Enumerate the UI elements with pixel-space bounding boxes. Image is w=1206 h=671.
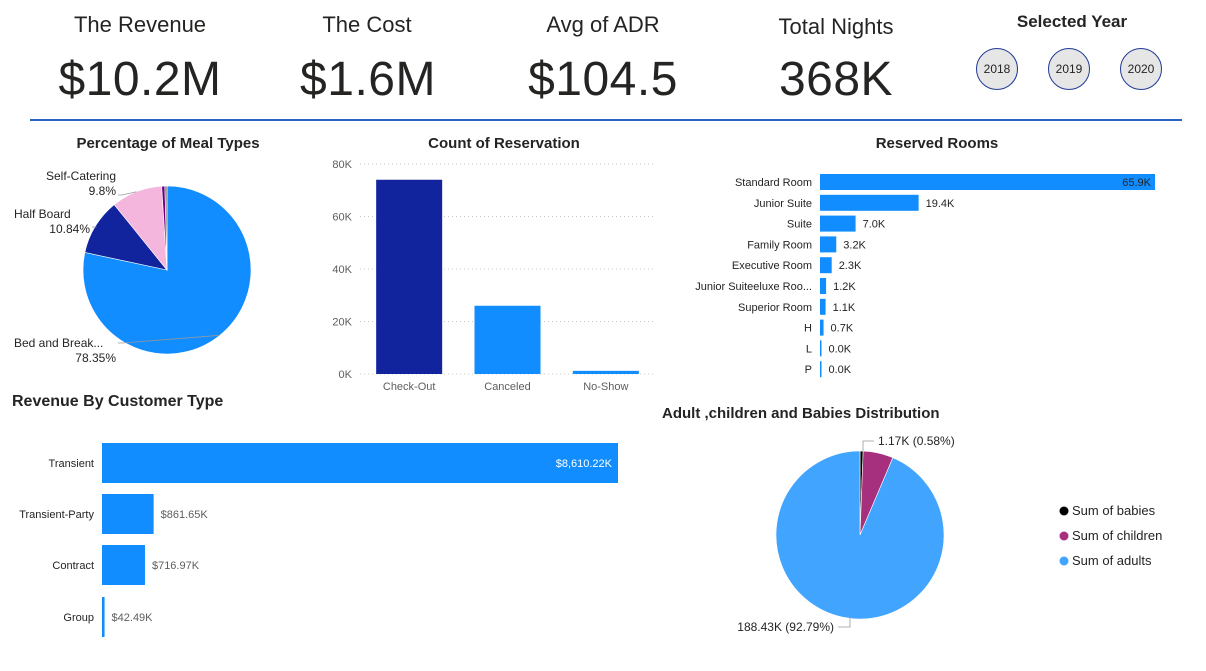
meal-slice-name-0: Bed and Break...	[14, 336, 103, 350]
rooms-category-label: P	[805, 364, 812, 376]
reservation-chart-title: Count of Reservation	[428, 135, 580, 152]
meal-slice-pct-2: 9.8%	[89, 184, 117, 198]
customer-category-label: Transient-Party	[19, 509, 94, 521]
rooms-value-label: 1.1K	[833, 302, 856, 314]
customer-value-label: $716.97K	[152, 560, 200, 572]
guests-label-children: 1.17K (0.58%)	[878, 434, 955, 448]
reservation-ytick: 80K	[332, 159, 352, 171]
guests-slice-sum-of-adults[interactable]	[775, 450, 945, 620]
kpi-adr-value: $104.5	[528, 53, 678, 106]
customer-value-label: $8,610.22K	[556, 458, 613, 470]
rooms-value-label: 3.2K	[843, 239, 866, 251]
guests-label-adults: 188.43K (92.79%)	[737, 620, 834, 634]
year-button-2019[interactable]: 2019	[1048, 48, 1090, 90]
kpi-adr-label: Avg of ADR	[546, 12, 660, 37]
rooms-value-label: 2.3K	[839, 260, 862, 272]
reservation-xlabel: No-Show	[583, 381, 628, 393]
legend-label[interactable]: Sum of babies	[1072, 503, 1156, 518]
rooms-bar[interactable]	[820, 361, 822, 378]
reservation-bar-chart: 0K 20K 40K 60K 80K Check-Out Canceled No-Show	[332, 159, 655, 393]
guests-legend: Sum of babies Sum of children Sum of adult…	[1059, 503, 1162, 568]
rooms-category-label: Superior Room	[738, 302, 812, 314]
reservation-bar-check-out[interactable]	[376, 179, 443, 374]
rooms-category-label: H	[804, 323, 812, 335]
customer-bar[interactable]	[102, 597, 105, 637]
rooms-bar[interactable]	[820, 298, 826, 315]
kpi-nights-value: 368K	[778, 53, 894, 106]
customer-category-label: Transient	[49, 458, 94, 470]
customer-chart-title: Revenue By Customer Type	[12, 393, 224, 410]
customer-bar[interactable]	[102, 443, 618, 483]
year-button-2020[interactable]: 2020	[1120, 48, 1162, 90]
legend-label[interactable]: Sum of adults	[1072, 553, 1152, 568]
meal-leader-line-2	[118, 191, 137, 196]
header-divider	[30, 119, 1182, 121]
rooms-value-label: 65.9K	[1122, 177, 1151, 189]
customer-category-label: Group	[63, 612, 94, 624]
rooms-category-label: Family Room	[747, 239, 812, 251]
rooms-category-label: Suite	[787, 219, 812, 231]
legend-marker	[1059, 506, 1069, 516]
meal-slice-4[interactable]	[164, 185, 168, 271]
rooms-bar[interactable]	[820, 257, 832, 274]
legend-marker	[1059, 556, 1069, 566]
rooms-bar[interactable]	[820, 174, 1155, 190]
rooms-value-label: 1.2K	[833, 281, 856, 293]
rooms-value-label: 19.4K	[926, 198, 955, 210]
customer-bar[interactable]	[102, 494, 154, 534]
rooms-bar[interactable]	[820, 319, 824, 336]
kpi-revenue-label: The Revenue	[73, 12, 207, 37]
rooms-bar[interactable]	[820, 278, 827, 294]
meal-leader-line-1	[92, 225, 97, 228]
rooms-value-label: 0.0K	[829, 343, 852, 355]
rooms-value-label: 0.7K	[831, 323, 854, 335]
rooms-chart-title: Reserved Rooms	[875, 135, 999, 152]
customer-category-label: Contract	[52, 560, 94, 572]
guests-leader-children	[862, 440, 874, 451]
legend-marker	[1059, 531, 1069, 541]
rooms-category-label: Executive Room	[732, 260, 812, 272]
rooms-bar[interactable]	[820, 194, 919, 211]
rooms-bar[interactable]	[820, 340, 822, 357]
meal-leader-line-0	[118, 334, 220, 344]
meal-slice-pct-0: 78.35%	[75, 351, 116, 365]
reservation-ytick: 20K	[332, 317, 352, 329]
reservation-xlabel: Check-Out	[383, 381, 436, 393]
year-button-2018[interactable]: 2018	[976, 48, 1018, 90]
rooms-category-label: Standard Room	[735, 177, 812, 189]
rooms-category-label: Junior Suiteeluxe Roo...	[695, 281, 812, 293]
rooms-value-label: 7.0K	[863, 219, 886, 231]
meal-slice-name-1: Half Board	[14, 207, 71, 221]
kpi-cost-value: $1.6M	[300, 53, 436, 106]
meal-slice-name-2: Self-Catering	[46, 169, 116, 183]
rooms-category-label: L	[806, 343, 812, 355]
reservation-xlabel: Canceled	[484, 381, 530, 393]
rooms-category-label: Junior Suite	[754, 198, 812, 210]
meal-chart-title: Percentage of Meal Types	[76, 135, 260, 152]
customer-bar-chart: Transient $8,610.22K Transient-Party $861.6…	[19, 443, 618, 637]
rooms-bar[interactable]	[820, 215, 856, 232]
kpi-cost-label: The Cost	[322, 12, 412, 37]
reservation-ytick: 60K	[332, 212, 352, 224]
rooms-bar[interactable]	[820, 236, 837, 253]
customer-value-label: $861.65K	[161, 509, 209, 521]
kpi-nights-label: Total Nights	[778, 14, 894, 39]
reservation-bar-no-show[interactable]	[572, 370, 639, 374]
rooms-value-label: 0.0K	[829, 364, 852, 376]
customer-value-label: $42.49K	[112, 612, 154, 624]
rooms-bar-chart: Standard Room 65.9K Junior Suite 19.4K Suite…	[695, 174, 1155, 378]
meal-slice-pct-1: 10.84%	[49, 222, 90, 236]
guests-chart-title: Adult ,children and Babies Distribution	[662, 405, 940, 422]
kpi-revenue-value: $10.2M	[58, 53, 222, 106]
reservation-bar-canceled[interactable]	[474, 305, 541, 374]
guests-leader-adults	[838, 617, 851, 628]
year-slicer-title: Selected Year	[1016, 12, 1128, 31]
legend-label[interactable]: Sum of children	[1072, 528, 1162, 543]
reservation-ytick: 0K	[339, 369, 353, 381]
guests-pie-chart: 1.17K (0.58%) 188.43K (92.79%)	[737, 434, 955, 634]
reservation-ytick: 40K	[332, 264, 352, 276]
customer-bar[interactable]	[102, 545, 145, 585]
